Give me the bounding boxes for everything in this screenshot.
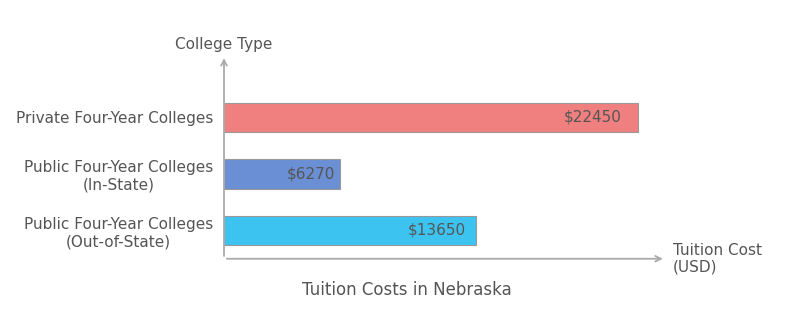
Bar [224, 216, 476, 245]
Text: Tuition Cost
(USD): Tuition Cost (USD) [673, 242, 762, 275]
Text: $13650: $13650 [408, 223, 466, 238]
Text: $6270: $6270 [286, 167, 335, 182]
Text: College Type: College Type [175, 37, 273, 52]
Bar [224, 103, 638, 132]
Bar [224, 159, 340, 189]
Text: Tuition Costs in Nebraska: Tuition Costs in Nebraska [302, 281, 511, 299]
Text: $22450: $22450 [564, 110, 622, 125]
